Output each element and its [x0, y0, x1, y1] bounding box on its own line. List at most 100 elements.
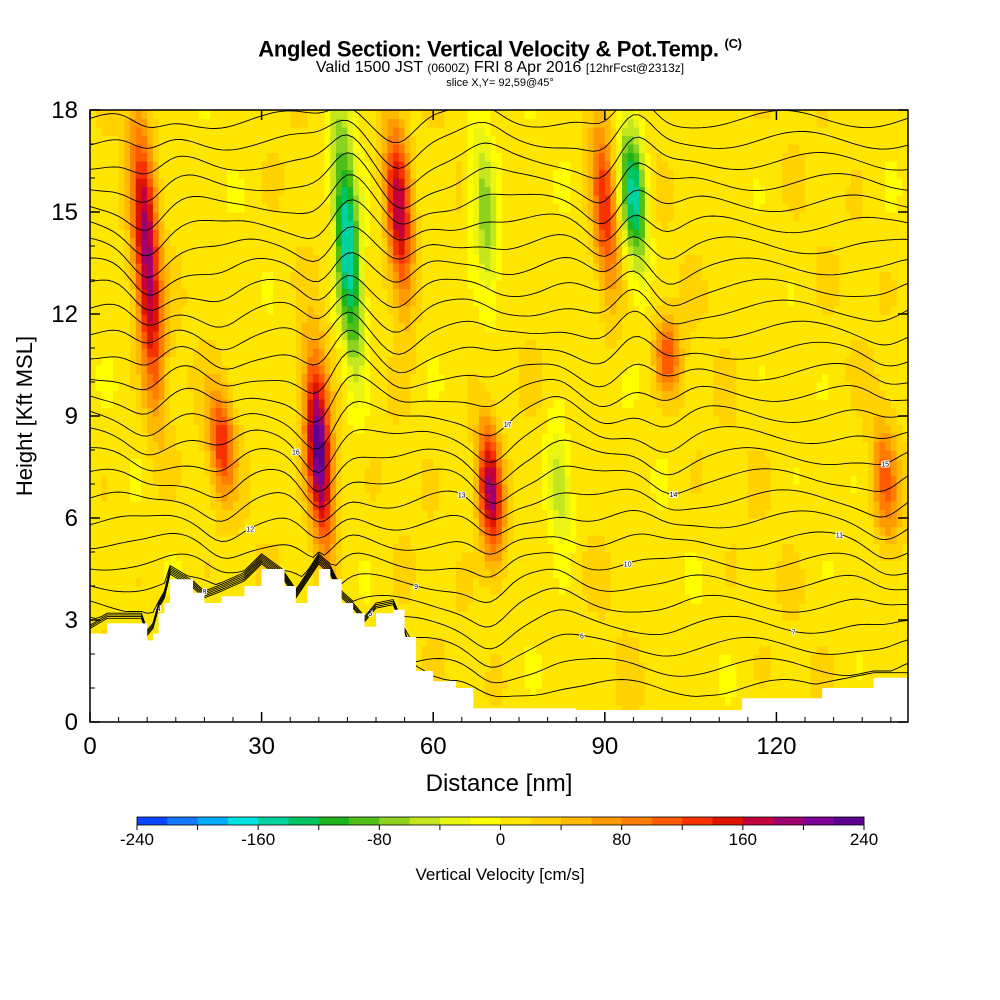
- velocity-cell: [473, 305, 480, 315]
- velocity-cell: [175, 203, 183, 213]
- velocity-cell: [233, 212, 240, 222]
- velocity-cell: [101, 492, 108, 502]
- velocity-cell: [215, 246, 223, 256]
- velocity-cell: [221, 331, 228, 341]
- velocity-cell: [261, 467, 268, 477]
- velocity-cell: [450, 399, 457, 409]
- velocity-cell: [387, 339, 394, 349]
- velocity-cell: [101, 628, 108, 638]
- velocity-cell: [204, 475, 211, 485]
- velocity-cell: [438, 416, 446, 426]
- velocity-cell: [273, 492, 280, 502]
- velocity-cell: [416, 127, 423, 137]
- velocity-cell: [461, 679, 469, 689]
- velocity-cell: [273, 475, 280, 485]
- velocity-cell: [244, 450, 251, 460]
- velocity-cell: [135, 594, 143, 604]
- velocity-cell: [101, 263, 108, 273]
- velocity-cell: [307, 365, 314, 375]
- velocity-cell: [181, 178, 188, 188]
- velocity-cell: [158, 569, 165, 579]
- velocity-cell: [118, 331, 125, 341]
- velocity-cell: [364, 390, 371, 400]
- velocity-cell: [158, 229, 165, 239]
- velocity-cell: [164, 586, 171, 596]
- velocity-cell: [158, 203, 165, 213]
- velocity-cell: [398, 399, 406, 409]
- velocity-cell: [295, 135, 303, 145]
- velocity-cell: [147, 586, 154, 596]
- velocity-cell: [393, 518, 400, 528]
- velocity-cell: [370, 509, 377, 519]
- velocity-cell: [376, 484, 383, 494]
- velocity-cell: [290, 280, 297, 290]
- velocity-cell: [198, 212, 206, 222]
- velocity-cell: [416, 662, 423, 672]
- velocity-cell: [410, 518, 417, 528]
- velocity-cell: [398, 467, 406, 477]
- velocity-cell: [130, 331, 137, 341]
- velocity-cell: [141, 416, 148, 426]
- velocity-cell: [284, 467, 291, 477]
- velocity-cell: [410, 263, 417, 273]
- velocity-cell: [227, 492, 234, 502]
- velocity-cell: [484, 603, 492, 613]
- velocity-cell: [473, 603, 480, 613]
- velocity-cell: [273, 212, 280, 222]
- velocity-cell: [347, 399, 354, 409]
- velocity-cell: [273, 237, 280, 247]
- velocity-cell: [387, 475, 394, 485]
- velocity-cell: [370, 484, 377, 494]
- velocity-cell: [444, 484, 451, 494]
- velocity-cell: [135, 348, 143, 358]
- velocity-cell: [473, 254, 480, 264]
- velocity-cell: [192, 212, 200, 222]
- velocity-cell: [233, 535, 240, 545]
- velocity-cell: [410, 433, 417, 443]
- velocity-cell: [284, 118, 291, 128]
- velocity-cell: [135, 577, 143, 587]
- velocity-cell: [124, 314, 131, 324]
- velocity-cell: [90, 569, 97, 579]
- velocity-cell: [278, 135, 286, 145]
- velocity-cell: [450, 118, 457, 128]
- velocity-cell: [393, 297, 400, 307]
- velocity-cell: [438, 433, 446, 443]
- velocity-cell: [404, 433, 411, 443]
- velocity-cell: [381, 399, 389, 409]
- velocity-cell: [233, 518, 240, 528]
- velocity-cell: [135, 518, 143, 528]
- velocity-cell: [410, 441, 417, 451]
- velocity-cell: [381, 314, 389, 324]
- velocity-cell: [221, 271, 228, 281]
- velocity-cell: [416, 620, 423, 630]
- velocity-cell: [175, 288, 183, 298]
- velocity-cell: [255, 297, 263, 307]
- velocity-cell: [393, 152, 400, 162]
- velocity-cell: [141, 212, 148, 222]
- velocity-cell: [416, 339, 423, 349]
- velocity-cell: [198, 331, 206, 341]
- velocity-cell: [187, 501, 194, 511]
- velocity-cell: [456, 577, 463, 587]
- velocity-cell: [255, 484, 263, 494]
- velocity-cell: [192, 518, 200, 528]
- velocity-cell: [210, 577, 217, 587]
- velocity-cell: [187, 237, 194, 247]
- velocity-cell: [130, 246, 137, 256]
- velocity-cell: [427, 441, 434, 451]
- velocity-cell: [393, 212, 400, 222]
- velocity-cell: [444, 322, 451, 332]
- velocity-cell: [135, 305, 143, 315]
- velocity-cell: [381, 237, 389, 247]
- velocity-cell: [410, 424, 417, 434]
- velocity-cell: [313, 271, 320, 281]
- velocity-cell: [404, 407, 411, 417]
- velocity-cell: [364, 144, 371, 154]
- velocity-cell: [335, 331, 343, 341]
- velocity-cell: [433, 611, 440, 621]
- velocity-cell: [175, 526, 183, 536]
- velocity-cell: [484, 552, 492, 562]
- velocity-cell: [473, 492, 480, 502]
- velocity-cell: [410, 212, 417, 222]
